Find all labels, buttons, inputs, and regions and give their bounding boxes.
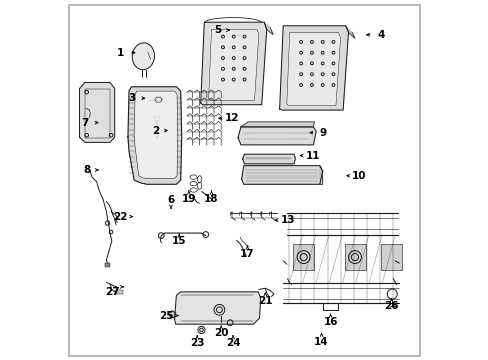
Polygon shape [241, 166, 322, 184]
Text: 5: 5 [214, 25, 221, 35]
Polygon shape [264, 22, 273, 35]
Polygon shape [319, 166, 322, 184]
Text: 15: 15 [172, 236, 186, 246]
Polygon shape [168, 311, 175, 318]
Polygon shape [155, 97, 162, 102]
Text: 4: 4 [376, 30, 384, 40]
Text: 17: 17 [240, 248, 254, 258]
Text: 26: 26 [384, 301, 398, 311]
Text: 21: 21 [258, 296, 272, 306]
Polygon shape [241, 122, 314, 127]
Text: 2: 2 [152, 126, 159, 135]
Text: 11: 11 [305, 150, 319, 161]
Polygon shape [80, 82, 115, 142]
Polygon shape [154, 116, 159, 121]
FancyBboxPatch shape [115, 290, 122, 294]
Text: 12: 12 [224, 113, 239, 123]
Polygon shape [286, 32, 340, 105]
Text: 13: 13 [281, 215, 295, 225]
Text: 20: 20 [214, 328, 228, 338]
Text: 22: 22 [113, 212, 128, 221]
Text: 7: 7 [81, 118, 88, 128]
FancyBboxPatch shape [344, 244, 366, 270]
Text: 16: 16 [323, 317, 337, 327]
Polygon shape [134, 91, 178, 179]
Polygon shape [242, 154, 295, 164]
Polygon shape [238, 127, 316, 145]
Text: 9: 9 [319, 128, 326, 138]
Text: 19: 19 [182, 194, 196, 204]
FancyBboxPatch shape [292, 244, 314, 270]
Polygon shape [201, 22, 266, 105]
Polygon shape [128, 87, 182, 184]
Polygon shape [279, 26, 348, 110]
FancyBboxPatch shape [105, 263, 109, 267]
Text: 23: 23 [189, 338, 204, 348]
Polygon shape [208, 30, 258, 100]
Text: 1: 1 [117, 48, 124, 58]
Text: 3: 3 [128, 93, 135, 103]
Text: 8: 8 [83, 165, 90, 175]
Text: 6: 6 [167, 195, 174, 205]
Text: 14: 14 [314, 337, 328, 347]
Text: 18: 18 [204, 194, 218, 204]
Text: 10: 10 [351, 171, 366, 181]
Ellipse shape [132, 43, 154, 70]
Text: 25: 25 [159, 311, 173, 320]
Text: 27: 27 [105, 287, 120, 297]
Polygon shape [174, 292, 260, 324]
FancyBboxPatch shape [380, 244, 402, 270]
Text: 24: 24 [225, 338, 240, 348]
Polygon shape [345, 26, 354, 39]
